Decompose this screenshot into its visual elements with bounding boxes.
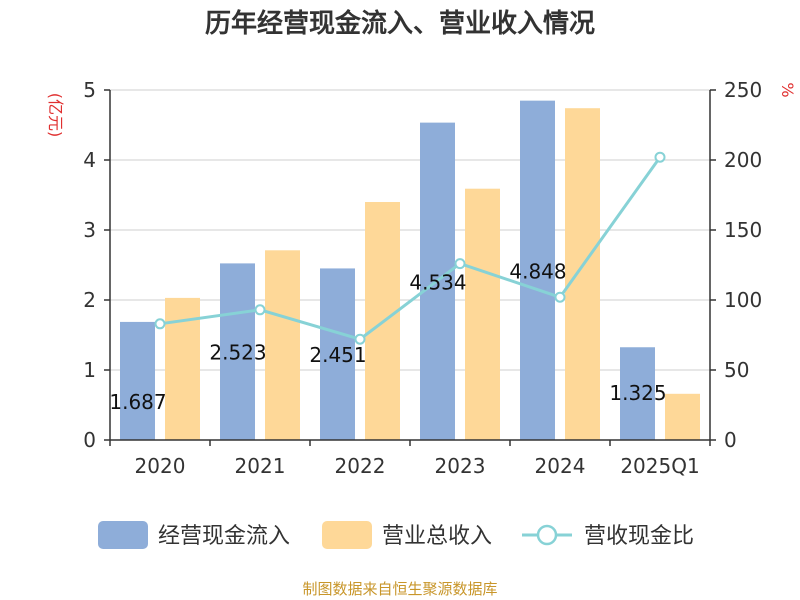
ratio-point [254, 304, 266, 316]
bar-operating-cash-inflow [120, 321, 155, 440]
ratio-point [554, 291, 566, 303]
right-tick-label: 50 [724, 358, 749, 382]
ratio-line [159, 156, 662, 341]
bar-total-revenue [565, 108, 600, 440]
ratio-point [454, 258, 466, 270]
ratio-point [354, 333, 366, 345]
bar-operating-cash-inflow [620, 347, 655, 440]
legend-swatch-total-revenue [322, 521, 372, 549]
ratio-point [154, 318, 166, 330]
x-tick-label: 2022 [335, 454, 386, 478]
legend-label-ratio: 营收现金比 [584, 524, 694, 549]
left-tick-label: 5 [83, 78, 96, 102]
data-label-operating-cash-inflow: 1.687 [109, 390, 166, 414]
legend-swatch-ratio-marker [536, 524, 558, 546]
left-tick-label: 3 [83, 218, 96, 242]
left-tick-label: 0 [83, 428, 96, 452]
legend-label-operating-cash-inflow: 经营现金流入 [158, 524, 290, 549]
left-tick-label: 4 [83, 148, 96, 172]
right-tick-label: 0 [724, 428, 737, 452]
data-label-operating-cash-inflow: 1.325 [609, 381, 666, 405]
x-tick-label: 2020 [135, 454, 186, 478]
legend-swatch-operating-cash-inflow [98, 521, 148, 549]
bar-total-revenue [665, 393, 700, 440]
data-label-operating-cash-inflow: 4.848 [509, 259, 566, 283]
right-tick-label: 250 [724, 78, 762, 102]
right-tick-label: 100 [724, 288, 762, 312]
bar-operating-cash-inflow [520, 100, 555, 440]
legend-label-total-revenue: 营业总收入 [382, 524, 492, 549]
source-note: 制图数据来自恒生聚源数据库 [302, 580, 497, 598]
data-label-operating-cash-inflow: 2.523 [209, 341, 266, 365]
left-axis-unit: (亿元) [46, 93, 65, 138]
right-axis-unit: % [778, 82, 797, 97]
ratio-point [654, 151, 666, 163]
bar-operating-cash-inflow [320, 268, 355, 440]
x-tick-label: 2024 [535, 454, 586, 478]
x-tick-label: 2025Q1 [620, 454, 699, 478]
bar-total-revenue [265, 250, 300, 440]
data-label-operating-cash-inflow: 2.451 [309, 343, 366, 367]
data-labels: 1.687 2.523 2.451 4.534 4.848 1.325 [109, 259, 666, 414]
data-label-operating-cash-inflow: 4.534 [409, 270, 466, 294]
x-tick-label: 2021 [235, 454, 286, 478]
legend: 经营现金流入 营业总收入 营收现金比 [98, 521, 694, 549]
gridlines [110, 89, 710, 371]
right-tick-label: 200 [724, 148, 762, 172]
x-tick-label: 2023 [435, 454, 486, 478]
bar-total-revenue [465, 188, 500, 440]
left-tick-label: 2 [83, 288, 96, 312]
right-tick-label: 150 [724, 218, 762, 242]
left-tick-label: 1 [83, 358, 96, 382]
ratio-line-series [154, 151, 666, 345]
chart-title: 历年经营现金流入、营业收入情况 [205, 8, 595, 39]
bar-operating-cash-inflow [220, 263, 255, 440]
